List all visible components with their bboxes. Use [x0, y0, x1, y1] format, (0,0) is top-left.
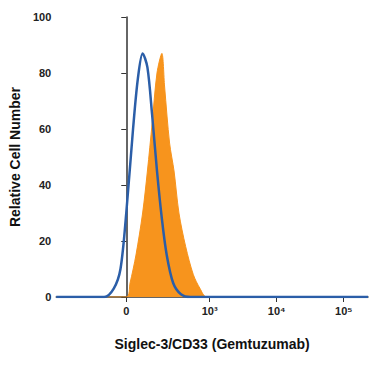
svg-text:20: 20 — [39, 235, 51, 247]
svg-text:Siglec-3/CD33 (Gemtuzumab): Siglec-3/CD33 (Gemtuzumab) — [114, 336, 309, 352]
svg-text:0: 0 — [45, 291, 51, 303]
svg-text:40: 40 — [39, 179, 51, 191]
svg-text:100: 100 — [33, 11, 51, 23]
svg-text:10⁴: 10⁴ — [268, 305, 286, 317]
svg-text:60: 60 — [39, 123, 51, 135]
svg-text:10³: 10³ — [202, 305, 218, 317]
svg-text:0: 0 — [123, 305, 129, 317]
svg-text:10⁵: 10⁵ — [335, 305, 352, 317]
svg-text:80: 80 — [39, 67, 51, 79]
svg-text:Relative Cell Number: Relative Cell Number — [7, 86, 23, 227]
